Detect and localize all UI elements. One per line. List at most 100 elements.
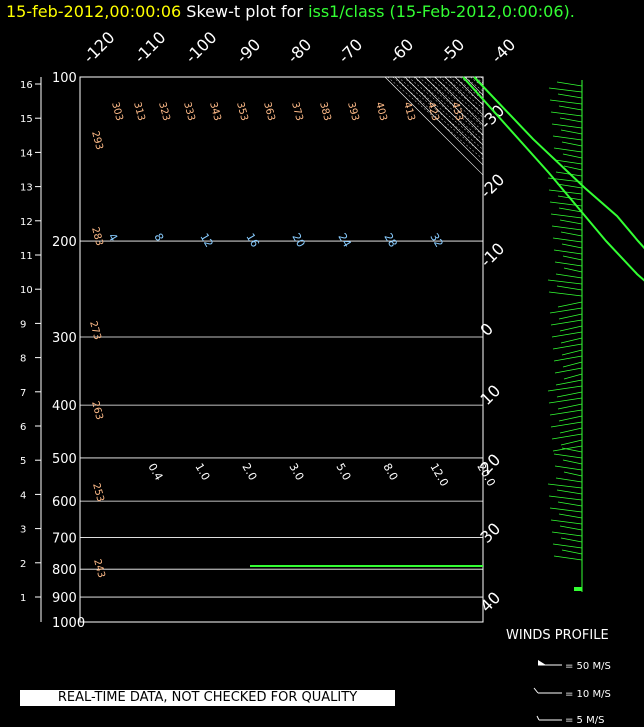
wind-barb	[562, 361, 583, 368]
wind-barb	[553, 453, 583, 459]
dry-adiabat-line	[392, 77, 483, 155]
height-label-4: 4	[20, 490, 26, 501]
isotherm-line	[545, 77, 644, 622]
chart-grid	[79, 76, 644, 623]
plot-frame	[79, 76, 484, 623]
isotherm-right-label: 10	[476, 381, 504, 409]
pressure-label-200: 200	[52, 235, 77, 250]
wind-barb	[549, 307, 583, 314]
wind-surface-flag	[574, 587, 582, 591]
isotherm-line	[485, 77, 644, 622]
isotherm-line	[575, 77, 644, 622]
dry-adiabat-line	[434, 77, 483, 118]
pressure-label-100: 100	[52, 71, 77, 86]
mixing-ratio-label: 32	[427, 231, 445, 250]
theta-label: 433	[449, 101, 465, 122]
isotherm-line	[474, 77, 483, 86]
legend-barb-50	[538, 660, 546, 665]
wind-barb	[549, 99, 583, 105]
isotherm-right-label: -10	[476, 239, 508, 271]
mixing-ratio-label: 16	[243, 231, 261, 250]
wind-barb	[552, 543, 583, 549]
title-mid: Skew-t plot for	[186, 2, 303, 21]
isotherm-right-label: -30	[476, 101, 508, 133]
isotherms	[384, 77, 644, 622]
wind-barb	[550, 421, 583, 428]
wind-barb	[561, 447, 583, 453]
mixing-ratio-label: 0.4	[145, 461, 165, 483]
wind-barb	[547, 279, 583, 285]
wind-barb	[560, 337, 583, 344]
wind-barb	[552, 135, 583, 141]
wind-barb	[559, 219, 583, 225]
dry-adiabats	[387, 77, 644, 622]
mixing-ratio-label: 3.0	[286, 461, 306, 483]
wind-barb	[556, 489, 583, 495]
pressure-label-800: 800	[52, 563, 77, 578]
chart-series	[250, 76, 644, 567]
theta-label: 343	[207, 101, 223, 122]
wind-barb	[560, 231, 583, 237]
isotherm-right-label: 30	[476, 519, 504, 547]
height-label-12: 12	[20, 217, 33, 228]
isotherm-top-label: -100	[181, 28, 220, 67]
wind-barb	[558, 207, 583, 213]
theta-label: 403	[373, 101, 389, 122]
winds-profile-title: WINDS PROFILE	[506, 628, 609, 643]
dry-adiabat-line	[403, 77, 483, 146]
isotherm-right-label: -20	[476, 170, 508, 202]
height-label-15: 15	[20, 114, 33, 125]
wind-barb	[553, 147, 583, 153]
dry-adiabat-line	[418, 77, 483, 132]
wind-barb	[558, 313, 583, 320]
height-label-5: 5	[20, 456, 26, 467]
wind-barb	[555, 379, 583, 386]
wind-barb	[548, 495, 583, 501]
height-label-10: 10	[20, 285, 33, 296]
wind-barb	[561, 549, 583, 555]
height-label-8: 8	[20, 354, 26, 365]
mixing-ratio-label: 12	[197, 231, 215, 250]
mixing-ratio-label: 12.0	[427, 461, 451, 489]
theta-label: 263	[89, 400, 105, 421]
wind-barb	[548, 189, 583, 195]
wind-barb	[561, 349, 583, 356]
wind-barb	[554, 159, 583, 165]
wind-barb	[551, 331, 583, 338]
dry-adiabat-line	[491, 77, 644, 622]
pressure-label-400: 400	[52, 399, 77, 414]
theta-label: 393	[345, 101, 361, 122]
height-label-9: 9	[20, 319, 26, 330]
plot-title: 15-feb-2012,00:00:06 Skew-t plot for iss…	[6, 2, 575, 21]
dry-adiabat-line	[439, 77, 483, 114]
isotherm-top-label: -110	[130, 28, 169, 67]
theta-label: 373	[289, 101, 305, 122]
wind-barb	[554, 367, 583, 374]
mixing-ratio-label: 1.0	[192, 461, 212, 483]
height-label-1: 1	[20, 593, 26, 604]
wind-barb	[563, 471, 583, 477]
wind-barb	[558, 415, 583, 422]
wind-legend-10: = 10 M/S	[565, 689, 611, 700]
wind-barb	[552, 343, 583, 350]
wind-barb	[549, 507, 583, 513]
height-label-11: 11	[20, 251, 33, 262]
height-label-2: 2	[20, 559, 26, 570]
isotherm-top-label: -60	[385, 35, 417, 67]
wind-barb	[559, 525, 583, 531]
isotherm-line	[404, 77, 483, 156]
wind-barb	[549, 409, 583, 416]
pressure-label-900: 900	[52, 591, 77, 606]
wind-barb	[547, 385, 583, 392]
isotherm-line	[414, 77, 483, 146]
wind-barb	[555, 171, 583, 177]
isotherm-line	[424, 77, 483, 136]
wind-barb	[549, 201, 583, 207]
theta-label: 273	[87, 320, 103, 341]
wind-barb	[554, 465, 583, 471]
mixing-ratio-label: 8	[151, 231, 166, 244]
quality-notice: REAL-TIME DATA, NOT CHECKED FOR QUALITY	[20, 690, 395, 706]
mixing-ratio-label: 20	[289, 231, 307, 250]
wind-barb	[548, 87, 583, 93]
